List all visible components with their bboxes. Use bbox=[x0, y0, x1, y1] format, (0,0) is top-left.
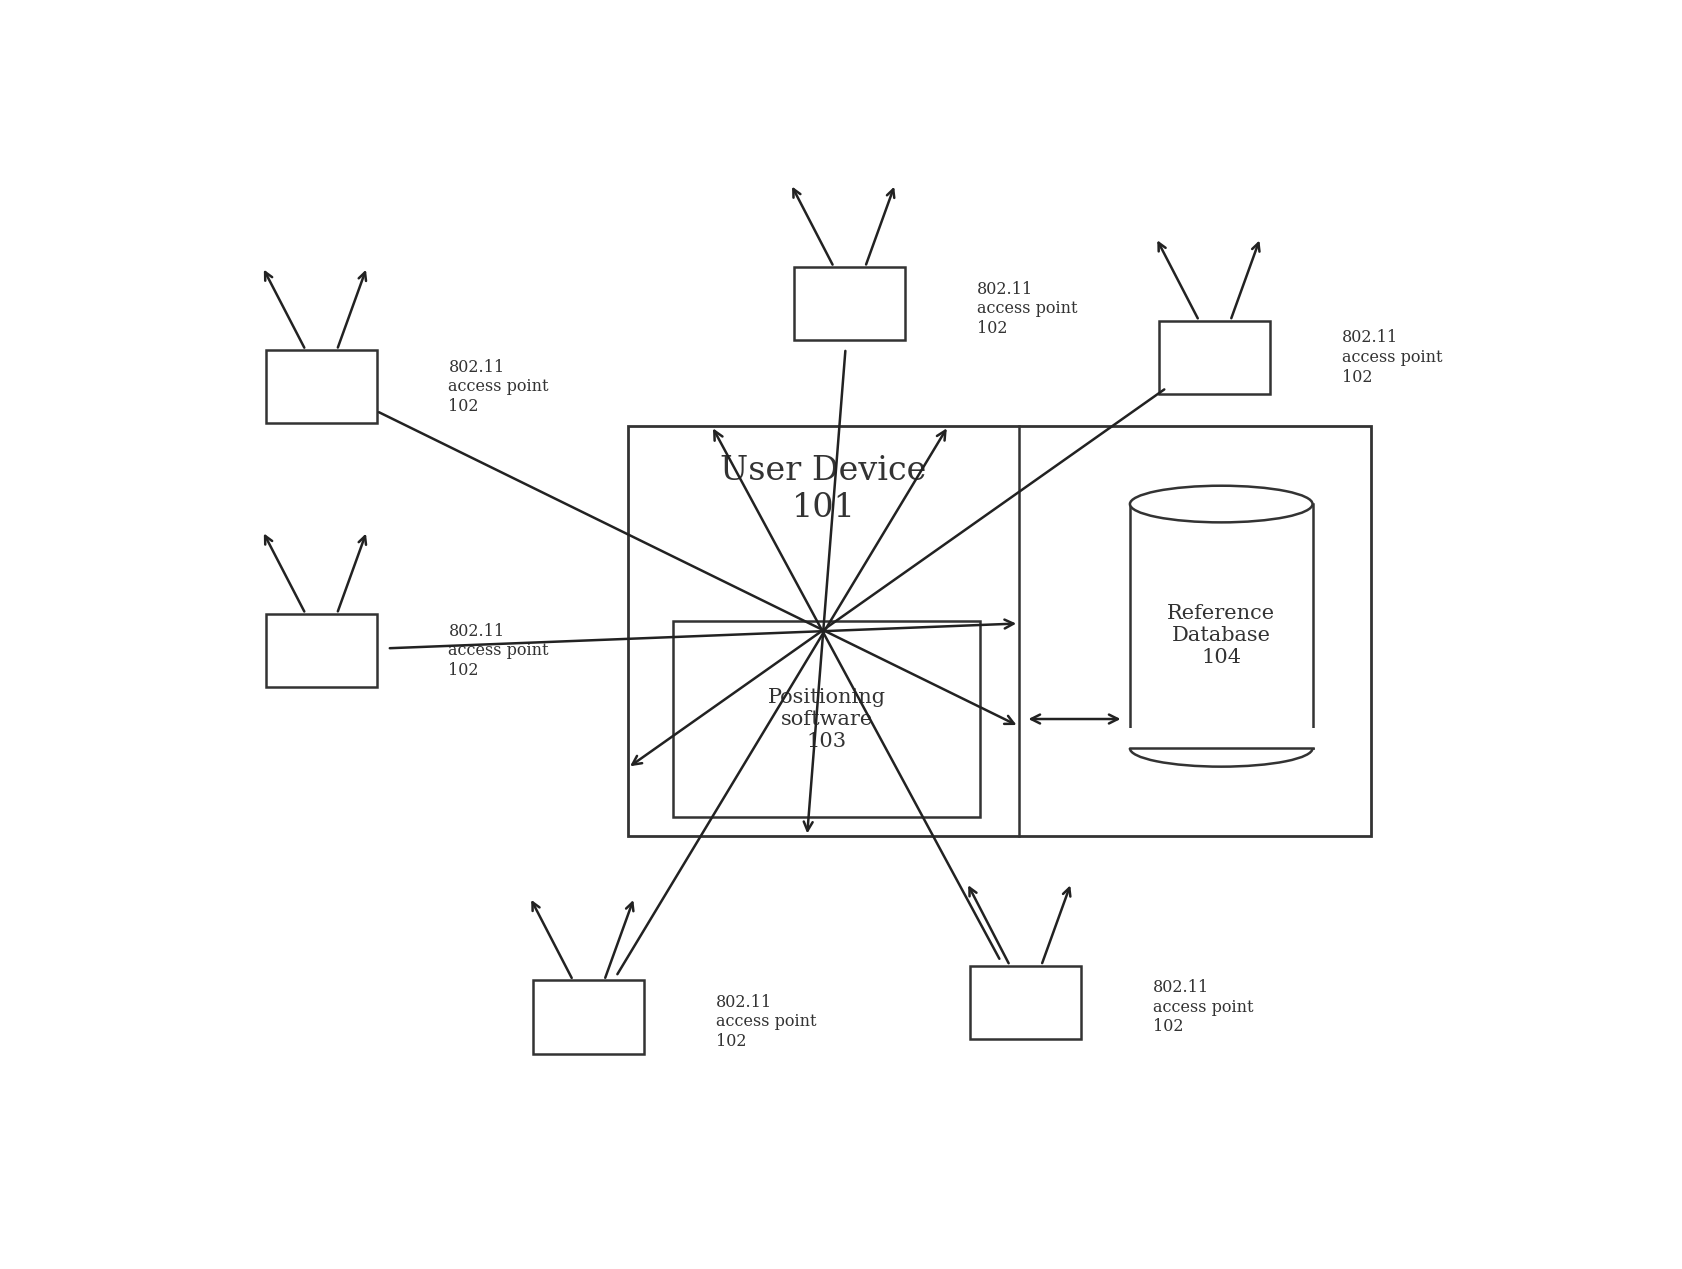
Ellipse shape bbox=[1129, 486, 1312, 523]
Text: 802.11
access point
102: 802.11 access point 102 bbox=[715, 994, 816, 1049]
Text: 802.11
access point
102: 802.11 access point 102 bbox=[976, 280, 1076, 336]
Ellipse shape bbox=[1129, 730, 1312, 766]
Bar bbox=[266, 350, 377, 424]
Bar bbox=[673, 622, 979, 817]
Text: Reference
Database
104: Reference Database 104 bbox=[1167, 604, 1275, 667]
Bar bbox=[1159, 321, 1270, 395]
Bar bbox=[1129, 504, 1312, 749]
Text: 802.11
access point
102: 802.11 access point 102 bbox=[1341, 330, 1441, 386]
Text: 802.11
access point
102: 802.11 access point 102 bbox=[447, 359, 548, 415]
Text: 802.11
access point
102: 802.11 access point 102 bbox=[447, 623, 548, 679]
Bar bbox=[627, 426, 1371, 836]
Text: User Device
101: User Device 101 bbox=[720, 456, 927, 524]
Text: Positioning
software
103: Positioning software 103 bbox=[767, 688, 885, 750]
Bar bbox=[533, 981, 644, 1053]
Bar bbox=[969, 966, 1080, 1039]
Bar bbox=[266, 614, 377, 688]
Text: 802.11
access point
102: 802.11 access point 102 bbox=[1152, 980, 1253, 1036]
Bar bbox=[1124, 728, 1319, 749]
Bar bbox=[794, 266, 905, 340]
